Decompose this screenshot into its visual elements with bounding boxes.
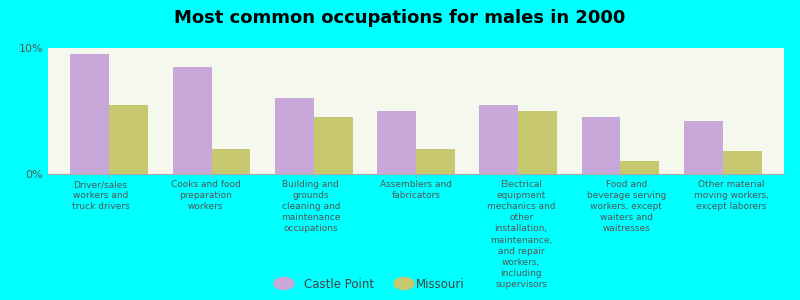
Bar bbox=[211, 149, 250, 174]
Bar bbox=[377, 111, 416, 174]
Bar bbox=[479, 105, 518, 174]
Text: Assemblers and
fabricators: Assemblers and fabricators bbox=[380, 180, 452, 200]
Text: Castle Point: Castle Point bbox=[304, 278, 374, 291]
Text: Other material
moving workers,
except laborers: Other material moving workers, except la… bbox=[694, 180, 769, 211]
Text: Electrical
equipment
mechanics and
other
installation,
maintenance,
and repair
w: Electrical equipment mechanics and other… bbox=[487, 180, 555, 289]
Bar bbox=[275, 98, 314, 174]
Bar bbox=[621, 161, 659, 174]
Bar bbox=[314, 117, 353, 174]
Bar bbox=[684, 121, 722, 174]
Bar bbox=[110, 105, 148, 174]
Text: Food and
beverage serving
workers, except
waiters and
waitresses: Food and beverage serving workers, excep… bbox=[586, 180, 666, 233]
Text: Cooks and food
preparation
workers: Cooks and food preparation workers bbox=[170, 180, 241, 211]
Text: Driver/sales
workers and
truck drivers: Driver/sales workers and truck drivers bbox=[72, 180, 130, 211]
Bar bbox=[416, 149, 455, 174]
Bar bbox=[518, 111, 557, 174]
Bar bbox=[173, 67, 211, 174]
Text: Most common occupations for males in 2000: Most common occupations for males in 200… bbox=[174, 9, 626, 27]
Text: Missouri: Missouri bbox=[416, 278, 465, 291]
Bar bbox=[70, 54, 110, 174]
Bar bbox=[582, 117, 621, 174]
Text: Building and
grounds
cleaning and
maintenance
occupations: Building and grounds cleaning and mainte… bbox=[281, 180, 341, 233]
Bar bbox=[722, 151, 762, 174]
